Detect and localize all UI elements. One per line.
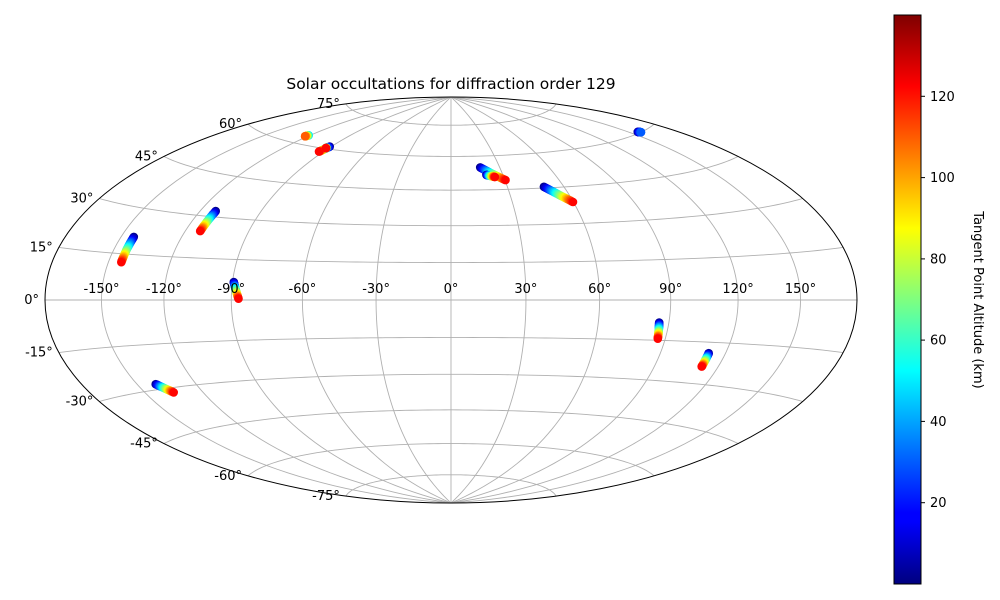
latitude-tick-label: -75° <box>312 489 340 504</box>
longitude-tick-label: 120° <box>722 282 753 297</box>
parallel-line <box>247 123 655 157</box>
longitude-tick-label: 0° <box>444 282 459 297</box>
latitude-tick-label: -15° <box>25 346 53 361</box>
graticule-grid <box>45 97 857 503</box>
longitude-tick-label: 90° <box>659 282 682 297</box>
measurement-point <box>321 143 331 153</box>
latitude-tick-label: 60° <box>219 117 242 132</box>
colorbar-label: Tangent Point Altitude (km) <box>970 210 985 388</box>
latitude-tick-label: 45° <box>135 150 158 165</box>
measurement-point <box>314 147 324 156</box>
longitude-tick-label: -90° <box>217 282 245 297</box>
occultation-track <box>321 143 332 153</box>
measurement-point <box>169 388 178 397</box>
occultation-track <box>229 277 243 304</box>
colorbar-tick-label: 60 <box>930 334 947 349</box>
longitude-tick-label: -150° <box>83 282 119 297</box>
longitude-tick-label: 60° <box>588 282 611 297</box>
latitude-tick-label: -60° <box>214 469 242 484</box>
latitude-tick-labels: 75° 60° 45° 30° 15° 0° -15° -30° -45° -60° -75° <box>24 97 340 504</box>
latitude-tick-label: -45° <box>130 437 158 452</box>
longitude-tick-label: -60° <box>289 282 317 297</box>
measurement-point <box>653 334 663 344</box>
measurement-point <box>195 226 205 236</box>
colorbar-tick-label: 120 <box>930 90 955 105</box>
occultation-track <box>482 170 500 182</box>
measurement-point <box>117 257 126 267</box>
colorbar-ticks: 20 40 60 80 100 120 <box>921 90 955 511</box>
occultation-track <box>697 348 713 371</box>
occultation-track <box>151 379 178 397</box>
colorbar-tick-label: 100 <box>930 171 955 186</box>
measurement-point <box>568 197 578 207</box>
parallel-line <box>163 156 739 191</box>
occultation-track <box>633 127 646 137</box>
colorbar-gradient <box>893 14 922 585</box>
parallel-line <box>345 474 557 497</box>
colorbar-tick-label: 40 <box>930 415 947 430</box>
measurement-point <box>636 127 646 137</box>
measurement-point <box>490 172 500 182</box>
occultation-track <box>195 206 220 236</box>
latitude-tick-label: 75° <box>317 97 340 112</box>
longitude-tick-label: 150° <box>785 282 816 297</box>
measurement-point <box>234 294 243 304</box>
parallel-line <box>345 103 557 126</box>
longitude-tick-label: -120° <box>146 282 182 297</box>
colorbar-tick-label: 20 <box>930 496 947 511</box>
latitude-tick-label: 30° <box>70 192 93 207</box>
chart-title: Solar occultations for diffraction order… <box>286 75 615 93</box>
measurement-point <box>697 362 706 371</box>
measurement-point <box>300 132 310 141</box>
colorbar-tick-label: 80 <box>930 252 947 267</box>
occultation-track <box>653 318 664 344</box>
longitude-tick-label: 30° <box>514 282 537 297</box>
parallel-line <box>163 409 739 444</box>
measurement-point <box>501 175 510 185</box>
parallel-line <box>99 198 803 227</box>
occultation-track <box>300 131 314 141</box>
parallel-line <box>247 443 655 477</box>
longitude-tick-labels: -150° -120° -90° -60° -30° 0° 30° 60° 90° 120° 150… <box>83 282 816 297</box>
colorbar: 20 40 60 80 100 120 Tangent Point Altitude (k… <box>893 14 985 585</box>
parallel-line <box>58 247 844 263</box>
occultation-tracks <box>117 127 713 397</box>
occultation-track <box>539 182 578 207</box>
map-boundary <box>44 96 858 504</box>
longitude-tick-label: -30° <box>362 282 390 297</box>
parallel-line <box>99 373 803 402</box>
latitude-tick-label: 15° <box>30 241 53 256</box>
latitude-tick-label: 0° <box>24 293 39 308</box>
occultation-track <box>117 232 139 267</box>
latitude-tick-label: -30° <box>66 395 94 410</box>
parallel-line <box>58 337 844 353</box>
